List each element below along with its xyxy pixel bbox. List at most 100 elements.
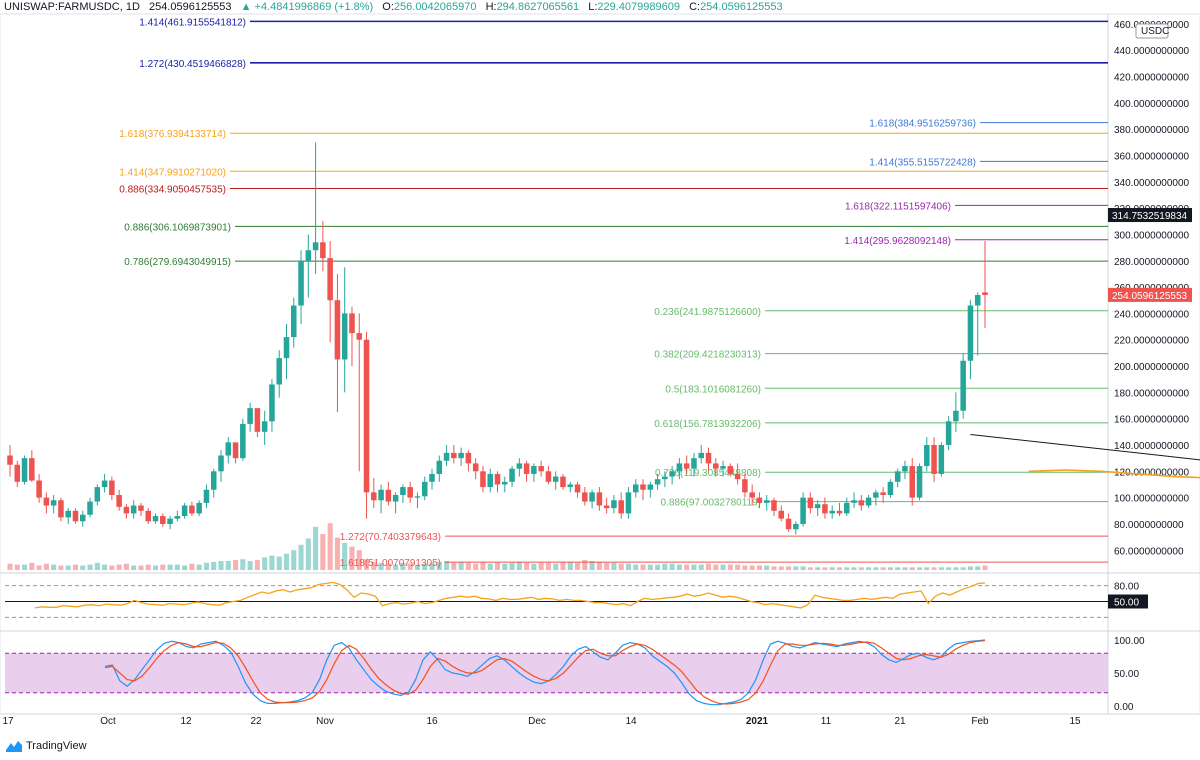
candle-body xyxy=(443,452,450,461)
fib-level-label: 0.236(241.9875126600) xyxy=(654,307,761,318)
candle-body xyxy=(582,492,588,502)
tradingview-logo[interactable]: TradingView xyxy=(6,738,87,754)
volume-bar xyxy=(531,563,537,570)
candle-body xyxy=(269,384,275,422)
candle-body xyxy=(160,516,166,524)
volume-bar xyxy=(596,561,602,570)
candle-body xyxy=(931,444,937,474)
volume-bar xyxy=(655,564,661,570)
time-tick-label: 16 xyxy=(426,716,438,727)
candle-body xyxy=(50,500,57,506)
candle-body xyxy=(756,497,763,503)
candle-body xyxy=(552,476,559,482)
volume-bar xyxy=(567,561,573,570)
candle-body xyxy=(341,313,348,360)
price-tick-label: 360.0000000000 xyxy=(1114,151,1190,162)
price-tick-label: 100.0000000000 xyxy=(1114,494,1190,505)
fib-level-label: 0.786(279.6943049915) xyxy=(124,257,231,268)
volume-bar xyxy=(218,561,224,570)
price-tick-label: 420.0000000000 xyxy=(1114,73,1190,84)
volume-bar xyxy=(611,562,617,570)
price-tick-label: 240.0000000000 xyxy=(1114,309,1190,320)
volume-bar xyxy=(509,562,515,570)
volume-bar xyxy=(480,561,486,570)
candle-body xyxy=(683,463,690,469)
candle-body xyxy=(953,410,959,422)
rsi-tick-label: 80.00 xyxy=(1114,582,1139,593)
fib-level-label: 1.618(376.9394133714) xyxy=(119,129,226,140)
fib-level-label: 0.382(209.4218230313) xyxy=(654,350,761,361)
candle-body xyxy=(887,481,894,495)
volume-bar xyxy=(87,564,93,570)
volume-bar xyxy=(262,557,268,570)
price-tick-label: 380.0000000000 xyxy=(1114,125,1190,136)
candle-body xyxy=(713,463,719,469)
time-tick-label: 22 xyxy=(250,716,262,727)
candle-body xyxy=(763,500,770,503)
fib-level-label: 0.886(306.1069873901) xyxy=(124,222,231,233)
volume-bar xyxy=(560,561,566,570)
candle-body xyxy=(7,455,13,465)
candle-body xyxy=(232,442,239,459)
volume-bar xyxy=(545,562,551,570)
candle-body xyxy=(29,458,35,481)
brand-name: TradingView xyxy=(26,740,87,752)
candle-body xyxy=(312,242,319,251)
volume-bar xyxy=(356,550,362,570)
fib-level-label: 0.618(156.7813932206) xyxy=(654,419,761,430)
volume-bar xyxy=(422,563,428,570)
volume-bar xyxy=(713,564,719,570)
fib-level-label: 1.618(384.9516259736) xyxy=(869,119,976,130)
candle-body xyxy=(916,466,923,498)
candle-body xyxy=(130,505,137,514)
candle-body xyxy=(720,466,726,469)
candle-body xyxy=(451,452,457,459)
candle-body xyxy=(531,466,537,474)
close-value: 254.0596125553 xyxy=(700,1,783,13)
time-tick-label: 15 xyxy=(1069,716,1081,727)
rsi-marker-label: 50.00 xyxy=(1114,598,1139,609)
volume-bar xyxy=(691,564,697,570)
candle-body xyxy=(960,360,966,411)
price-change: ▲ +4.4841996869 (+1.8%) xyxy=(240,1,374,13)
volume-bar xyxy=(553,563,559,570)
candle-body xyxy=(894,471,901,482)
time-tick-label: 12 xyxy=(180,716,192,727)
candle-body xyxy=(480,471,486,488)
volume-bar xyxy=(349,546,355,570)
stoch-tick-label: 100.00 xyxy=(1114,636,1145,647)
volume-bar xyxy=(640,564,646,570)
volume-bar xyxy=(436,561,442,570)
candle-body xyxy=(261,421,268,432)
price-tick-label: 400.0000000000 xyxy=(1114,99,1190,110)
volume-bar xyxy=(727,564,733,570)
volume-bar xyxy=(327,523,333,570)
candle-body xyxy=(356,333,363,340)
candle-body xyxy=(749,492,755,498)
time-tick-label: 11 xyxy=(821,716,832,727)
candle-body xyxy=(662,476,668,480)
low-value: 229.4079989609 xyxy=(597,1,680,13)
price-marker-box xyxy=(1108,208,1192,223)
volume-bar xyxy=(487,563,493,570)
volume-bar xyxy=(80,565,86,570)
volume-bar xyxy=(902,567,908,570)
volume-bar xyxy=(909,567,915,570)
volume-bar xyxy=(43,563,49,570)
candle-body xyxy=(734,473,741,480)
volume-bar xyxy=(305,538,311,570)
candle-body xyxy=(58,500,64,518)
price-tick-label: 180.0000000000 xyxy=(1114,388,1190,399)
candle-body xyxy=(509,468,515,482)
fib-level-label: 0.886(334.9050457535) xyxy=(119,185,226,196)
candle-body xyxy=(196,502,202,514)
volume-bar xyxy=(785,566,792,570)
volume-bar xyxy=(211,561,217,570)
volume-bar xyxy=(342,543,348,570)
candle-body xyxy=(276,358,282,385)
chart-frame xyxy=(0,13,1200,715)
candle-body xyxy=(472,463,479,472)
candle-body xyxy=(793,523,799,530)
time-tick-label: Feb xyxy=(971,716,989,727)
